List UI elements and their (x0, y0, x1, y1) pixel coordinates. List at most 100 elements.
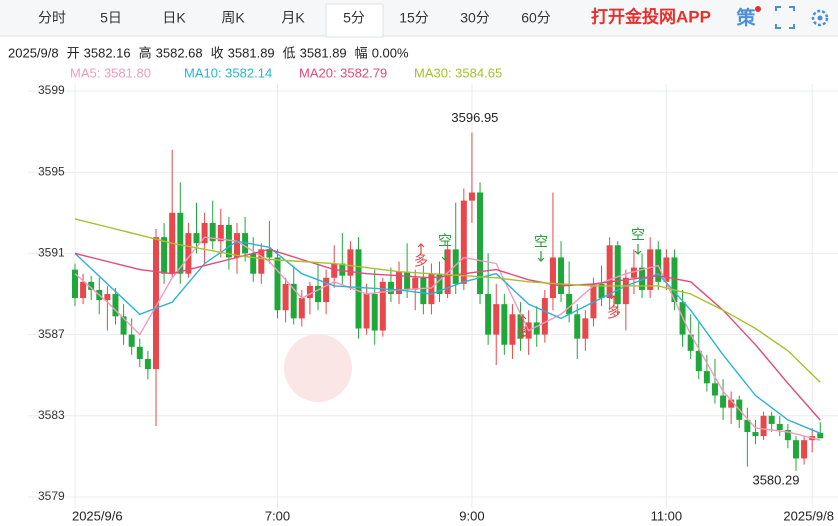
tab[interactable]: 周K (221, 10, 245, 26)
candle-body (711, 383, 718, 396)
tab[interactable]: 5日 (100, 10, 122, 26)
candle-body (274, 257, 281, 311)
candle-body (193, 233, 200, 244)
candle-body (282, 283, 289, 311)
candle-body (485, 294, 492, 335)
candle-body (185, 233, 192, 274)
ma-legend-item: MA20: 3582.79 (299, 65, 387, 80)
candle-body (371, 294, 378, 331)
tab[interactable]: 月K (281, 10, 305, 26)
tab[interactable]: 60分 (521, 10, 551, 26)
signal-label: 多 (607, 305, 621, 321)
candle-body (266, 249, 273, 258)
x-tick-label: 9:00 (459, 508, 484, 523)
candle-body (396, 271, 403, 294)
x-tick-label: 2025/9/8 (783, 508, 834, 523)
y-tick-label: 3591 (38, 246, 65, 260)
candle-body (258, 249, 265, 274)
x-tick-label: 11:00 (651, 508, 683, 523)
candle-body (549, 257, 556, 299)
tab[interactable]: 日K (162, 10, 186, 26)
candle-body (663, 257, 670, 282)
signal-label: 空 (438, 233, 452, 249)
candle-body (363, 294, 370, 329)
candle-body (428, 273, 435, 305)
candle-body (387, 281, 394, 294)
high-label: 3596.95 (451, 110, 498, 125)
active-tab[interactable]: 5分 (343, 10, 365, 26)
info-line: 2025/9/8 开 3582.16 高 3582.68 收 3581.89 低 3581.89… (8, 45, 409, 60)
candle-body (630, 267, 637, 278)
candle-body (517, 314, 524, 339)
info-label: 幅 (355, 45, 368, 60)
ma-line (74, 240, 821, 434)
candle-body (323, 277, 330, 303)
candle-body (760, 415, 767, 437)
candle-body (477, 192, 484, 294)
candle-body (379, 281, 386, 331)
ma-legend-item: MA30: 3584.65 (414, 65, 502, 80)
tab[interactable]: 30分 (460, 10, 490, 26)
watermark-logo (284, 334, 352, 402)
candle-body (355, 249, 362, 329)
fullscreen-icon[interactable] (775, 6, 795, 29)
candle-body (104, 294, 111, 301)
candle-body (590, 283, 597, 319)
candle-body (201, 222, 208, 244)
candle-body (695, 350, 702, 372)
tab[interactable]: 15分 (399, 10, 429, 26)
signal-arrow (519, 315, 527, 326)
candle-body (606, 245, 613, 299)
x-tick-label: 7:00 (265, 508, 290, 523)
candle-body (128, 334, 135, 347)
brand[interactable]: 打开金投网APP (591, 6, 711, 26)
y-tick-label: 3579 (38, 489, 65, 503)
info-value: 3581.89 (228, 45, 275, 60)
candle-body (144, 358, 151, 370)
y-tick-label: 3599 (38, 83, 65, 97)
candle-body (801, 440, 808, 459)
candle-body (177, 212, 184, 274)
candle-body (120, 316, 127, 335)
candle-body (687, 334, 694, 351)
tab[interactable]: 分时 (38, 10, 66, 26)
strategy-icon[interactable]: 策 (736, 6, 756, 29)
candle-body (234, 233, 241, 258)
candle-body (776, 423, 783, 431)
active-tab-bg (325, 3, 384, 38)
candle-body (671, 257, 678, 303)
candle-body (460, 200, 467, 284)
candle-body (209, 222, 216, 242)
candle-body (436, 273, 443, 294)
candle-body (784, 430, 791, 441)
tabs: 分时 5日 日K 周K 月K 5分 15分 30分 60分 (38, 3, 551, 38)
candle-body (720, 395, 727, 408)
y-tick-label: 3583 (38, 408, 65, 422)
candle-body (468, 192, 475, 201)
candle-body (71, 269, 78, 299)
candle-body (752, 432, 759, 437)
candle-body (598, 283, 605, 299)
candle-body (412, 277, 419, 290)
signal-arrow (537, 251, 545, 262)
candle-body (347, 249, 354, 276)
candle-body (533, 322, 540, 335)
ma-line (74, 248, 821, 421)
candle-body (744, 419, 751, 433)
candle-body (817, 432, 824, 439)
y-tick-label: 3587 (38, 327, 65, 341)
candle-body (493, 304, 500, 335)
info-value: 3581.89 (300, 45, 347, 60)
candle-body (217, 224, 224, 242)
watermark (284, 334, 352, 402)
candle-body (315, 285, 322, 303)
candle-body (306, 285, 313, 299)
settings-icon[interactable] (811, 9, 829, 27)
info-label: 低 (283, 45, 296, 60)
info-value: 0.00% (372, 45, 409, 60)
candle-body (622, 277, 629, 305)
tab-bar (0, 0, 838, 36)
candle-body (647, 249, 654, 290)
